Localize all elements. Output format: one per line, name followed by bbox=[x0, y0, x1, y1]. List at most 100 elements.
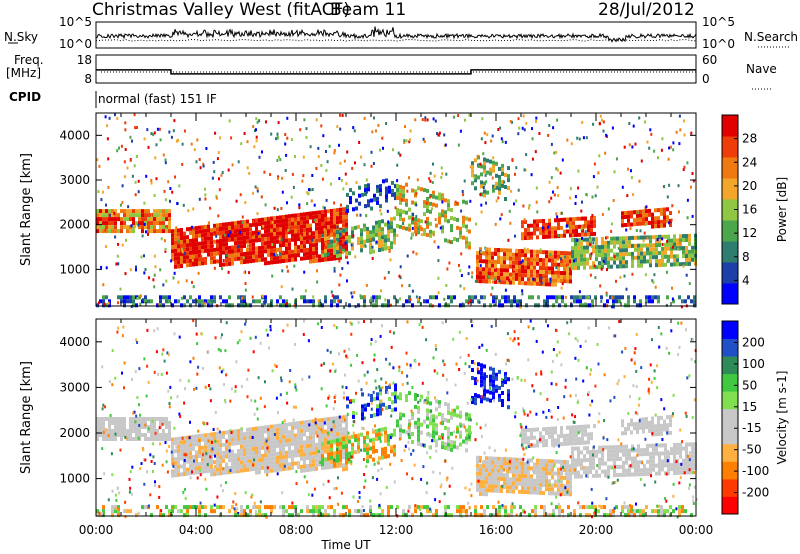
power-cell bbox=[574, 242, 577, 246]
power-cell bbox=[246, 303, 249, 308]
power-cell bbox=[423, 200, 426, 205]
power-cell bbox=[527, 269, 530, 274]
velocity-cell bbox=[503, 465, 506, 470]
power-cell bbox=[569, 217, 572, 222]
power-cell bbox=[480, 250, 483, 254]
velocity-cell bbox=[394, 407, 397, 412]
velocity-cell bbox=[339, 441, 342, 446]
power-cell bbox=[153, 273, 156, 277]
power-cell bbox=[613, 170, 616, 174]
velocity-cell bbox=[207, 440, 210, 445]
power-cell bbox=[642, 217, 645, 222]
power-cell bbox=[488, 279, 491, 284]
power-cell bbox=[164, 247, 167, 251]
power-cell bbox=[282, 235, 285, 239]
velocity-cell bbox=[255, 462, 258, 467]
velocity-cell bbox=[192, 442, 195, 447]
velocity-cell bbox=[285, 434, 288, 439]
velocity-cell bbox=[246, 431, 249, 436]
velocity-cell bbox=[111, 505, 114, 510]
power-cell bbox=[408, 227, 411, 232]
power-cell bbox=[220, 173, 223, 177]
power-cell bbox=[372, 237, 375, 242]
power-cell bbox=[619, 275, 622, 279]
power-cell bbox=[306, 211, 309, 216]
power-cell bbox=[219, 136, 222, 140]
velocity-cell bbox=[165, 437, 168, 441]
power-cell bbox=[346, 208, 349, 213]
velocity-cell bbox=[285, 454, 288, 459]
power-cell bbox=[504, 288, 507, 292]
velocity-cell bbox=[120, 421, 123, 425]
power-cell bbox=[589, 243, 592, 247]
power-cell bbox=[625, 240, 628, 245]
velocity-cell bbox=[376, 408, 379, 413]
power-cell bbox=[445, 284, 448, 287]
power-cell bbox=[417, 299, 420, 304]
power-cell bbox=[441, 197, 444, 202]
power-cell bbox=[504, 140, 507, 144]
power-cell bbox=[252, 234, 255, 239]
power-cell bbox=[201, 261, 204, 266]
power-cell bbox=[426, 208, 429, 213]
power-cell bbox=[645, 299, 648, 304]
velocity-cell bbox=[213, 509, 216, 514]
power-cell bbox=[536, 261, 539, 266]
power-cell bbox=[123, 225, 126, 230]
power-cell bbox=[280, 285, 283, 289]
power-cell bbox=[363, 299, 366, 304]
power-cell bbox=[621, 223, 624, 228]
power-cell bbox=[339, 245, 342, 250]
power-cell bbox=[397, 151, 400, 155]
power-cell bbox=[601, 261, 604, 265]
velocity-cell bbox=[297, 449, 300, 454]
velocity-cell bbox=[327, 449, 330, 454]
velocity-cell bbox=[393, 448, 396, 453]
power-cell bbox=[447, 203, 450, 208]
velocity-cell bbox=[533, 443, 536, 448]
power-cell bbox=[181, 142, 184, 146]
power-cell bbox=[551, 274, 554, 279]
velocity-cell bbox=[408, 435, 411, 440]
power-cell bbox=[453, 217, 456, 221]
power-cell bbox=[417, 186, 420, 191]
power-cell bbox=[237, 160, 240, 164]
power-cell bbox=[201, 237, 204, 242]
power-cell bbox=[551, 230, 554, 235]
power-cell bbox=[465, 236, 468, 241]
power-cell bbox=[261, 233, 264, 238]
velocity-cell bbox=[530, 474, 533, 479]
power-cell bbox=[142, 298, 145, 302]
power-cell bbox=[284, 133, 287, 136]
velocity-cell bbox=[273, 460, 276, 465]
velocity-cell bbox=[303, 448, 306, 453]
velocity-cell bbox=[417, 409, 420, 414]
power-cell bbox=[258, 254, 261, 259]
power-cell bbox=[261, 253, 264, 258]
velocity-cell bbox=[551, 434, 554, 439]
power-cell bbox=[494, 222, 497, 226]
velocity-cell bbox=[566, 433, 569, 438]
power-cell bbox=[563, 229, 566, 234]
velocity-cell bbox=[339, 431, 342, 436]
power-cell bbox=[303, 212, 306, 217]
power-cell bbox=[240, 252, 243, 257]
velocity-cell bbox=[628, 468, 631, 473]
power-cell bbox=[672, 141, 675, 145]
power-cell bbox=[429, 221, 432, 226]
power-cell bbox=[690, 185, 692, 189]
power-cell bbox=[293, 264, 296, 268]
power-cell bbox=[276, 227, 279, 232]
velocity-cell bbox=[336, 428, 339, 433]
power-cell bbox=[198, 261, 201, 266]
power-cell bbox=[215, 196, 218, 200]
velocity-cell bbox=[354, 438, 357, 443]
power-cell bbox=[584, 224, 587, 229]
velocity-cell bbox=[539, 470, 542, 475]
power-cell bbox=[480, 210, 483, 214]
power-cell bbox=[129, 217, 132, 222]
power-cell bbox=[306, 191, 309, 195]
power-cell bbox=[399, 200, 402, 205]
power-cell bbox=[581, 120, 584, 124]
velocity-cell bbox=[147, 429, 150, 433]
